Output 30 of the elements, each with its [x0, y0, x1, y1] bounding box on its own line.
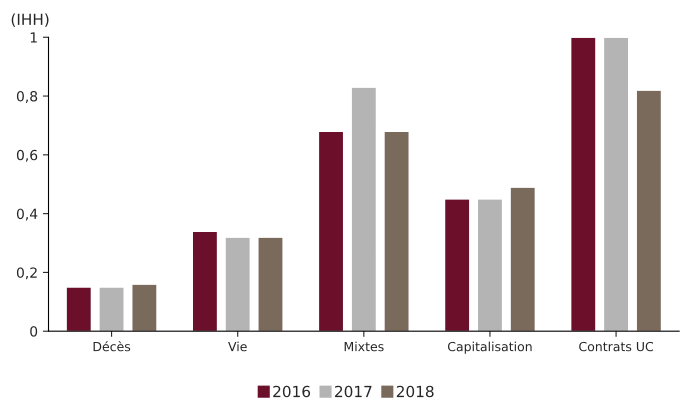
y-tick-label: 0,6 [16, 150, 38, 162]
y-tick-label: 0 [30, 326, 38, 337]
bar [131, 283, 158, 332]
bar [383, 130, 410, 332]
bar [476, 198, 504, 332]
y-tick-label: 0,2 [16, 267, 37, 280]
legend-label: 2016 [273, 386, 310, 398]
bar [636, 89, 662, 332]
bar [602, 37, 630, 332]
legend-label: 2017 [335, 386, 372, 398]
y-tick-label: 0,4 [16, 208, 38, 221]
bar [98, 286, 125, 332]
bar [65, 286, 92, 332]
y-tick-label: 1 [30, 32, 37, 43]
x-tick-label: Vie [228, 342, 247, 352]
bar [192, 230, 218, 332]
y-axis-title: (IHH) [12, 13, 48, 27]
x-tick-label: Capitalisation [448, 342, 532, 354]
y-tick-label: 0,8 [16, 91, 38, 103]
x-tick-label: Contrats UC [579, 342, 654, 352]
x-tick-label: Mixtes [344, 342, 384, 352]
bar [509, 186, 536, 332]
bar [444, 198, 470, 332]
bar [570, 37, 597, 332]
bar [318, 130, 344, 332]
bar [350, 86, 378, 332]
bar [257, 236, 284, 332]
bar [224, 236, 252, 332]
x-tick-label: Décès [94, 341, 130, 352]
legend-label: 2018 [396, 386, 434, 398]
